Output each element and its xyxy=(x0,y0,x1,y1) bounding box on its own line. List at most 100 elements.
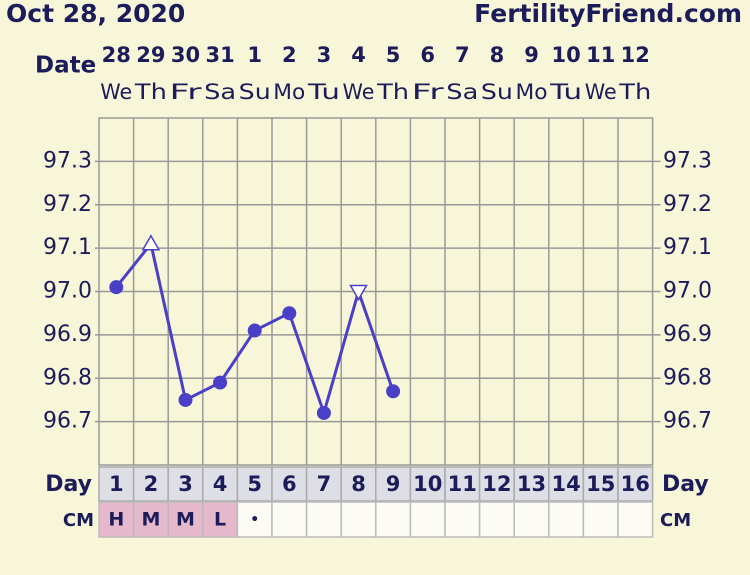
date-label: 4 xyxy=(351,43,366,67)
date-label: 31 xyxy=(205,43,234,67)
y-tick-label: 97.2 xyxy=(43,192,92,217)
cm-cell xyxy=(617,501,654,538)
y-tick-label: 96.7 xyxy=(43,409,92,434)
day-number: 15 xyxy=(586,472,615,496)
date-label: 1 xyxy=(247,43,262,67)
cm-cell xyxy=(305,501,342,538)
day-number: 10 xyxy=(413,472,442,496)
date-label: 8 xyxy=(490,43,505,67)
cm-cell xyxy=(582,501,619,538)
cm-cell xyxy=(167,501,204,538)
day-number: 16 xyxy=(621,472,650,496)
y2-tick-label: 97.0 xyxy=(663,279,712,304)
weekday-label: Sa xyxy=(446,80,478,104)
day-number: 5 xyxy=(247,472,262,496)
date-label: 2 xyxy=(282,43,297,67)
weekday-label: We xyxy=(343,80,375,104)
day-number: 2 xyxy=(144,472,159,496)
cm-value: H xyxy=(108,509,124,531)
y-tick-label: 96.9 xyxy=(43,322,92,347)
date-label: 10 xyxy=(551,43,580,67)
cm-cell xyxy=(340,501,377,538)
day-cell xyxy=(340,466,377,502)
y-tick-label: 96.8 xyxy=(43,365,92,390)
weekday-label: Tu xyxy=(307,80,340,104)
cm-value: M xyxy=(176,509,195,531)
day-row-label: Day xyxy=(45,472,92,497)
day-number: 7 xyxy=(317,472,332,496)
weekday-label: Mo xyxy=(273,80,305,104)
weekday-label: Mo xyxy=(516,80,548,104)
weekday-label: Th xyxy=(376,80,409,104)
y2-tick-label: 96.7 xyxy=(663,409,712,434)
cm-row-label: CM xyxy=(63,510,94,531)
day-number: 11 xyxy=(448,472,477,496)
day-number: 3 xyxy=(178,472,193,496)
y2-tick-label: 96.8 xyxy=(663,365,712,390)
weekday-label: Su xyxy=(481,80,513,104)
cm-cell xyxy=(375,501,412,538)
weekday-label: Su xyxy=(239,80,271,104)
site-name: FertilityFriend.com xyxy=(474,0,742,28)
cm-row-label: CM xyxy=(660,510,691,531)
weekday-label: Sa xyxy=(204,80,236,104)
day-number: 6 xyxy=(282,472,297,496)
weekday-label: Tu xyxy=(549,80,582,104)
day-cell xyxy=(305,466,342,502)
y2-tick-label: 97.1 xyxy=(663,235,712,260)
date-label: 6 xyxy=(420,43,435,67)
day-number: 12 xyxy=(482,472,511,496)
weekday-label: We xyxy=(100,80,132,104)
day-row-label: Day xyxy=(662,472,709,497)
weekday-label: We xyxy=(585,80,617,104)
weekday-label: Fr xyxy=(170,80,203,104)
date-label: Date xyxy=(35,53,96,79)
chart-title: Oct 28, 2020 xyxy=(6,0,185,28)
day-cell xyxy=(98,466,135,502)
date-label: 28 xyxy=(102,43,131,67)
day-number: 4 xyxy=(213,472,228,496)
date-label: 9 xyxy=(524,43,539,67)
day-number: 14 xyxy=(551,472,580,496)
date-label: 3 xyxy=(317,43,332,67)
marker xyxy=(213,375,228,390)
cm-cell xyxy=(409,501,446,538)
day-cell xyxy=(202,466,239,502)
day-number: 13 xyxy=(517,472,546,496)
marker xyxy=(386,384,401,399)
date-label: 12 xyxy=(621,43,650,67)
y2-tick-label: 97.3 xyxy=(663,148,712,173)
day-number: 8 xyxy=(351,472,366,496)
marker xyxy=(247,323,262,338)
y-tick-label: 97.1 xyxy=(43,235,92,260)
cm-value: M xyxy=(141,509,160,531)
day-cell xyxy=(375,466,412,502)
day-cell xyxy=(236,466,273,502)
day-cell xyxy=(582,466,619,502)
cm-value: L xyxy=(214,509,226,531)
marker xyxy=(178,392,193,407)
date-label: 30 xyxy=(171,43,200,67)
date-label: 5 xyxy=(386,43,401,67)
day-cell xyxy=(617,466,654,502)
cm-cell xyxy=(548,501,585,538)
cm-cell xyxy=(444,501,481,538)
date-label: 11 xyxy=(586,43,615,67)
marker xyxy=(109,280,124,295)
day-number: 9 xyxy=(386,472,401,496)
date-label: 29 xyxy=(136,43,165,67)
cm-cell xyxy=(271,501,308,538)
y-tick-label: 97.0 xyxy=(43,279,92,304)
weekday-label: Th xyxy=(618,80,651,104)
cm-value: • xyxy=(250,512,259,528)
marker xyxy=(316,405,331,420)
weekday-label: Fr xyxy=(412,80,445,104)
day-cell xyxy=(271,466,308,502)
cm-cell xyxy=(236,501,273,538)
cm-cell xyxy=(513,501,550,538)
day-cell xyxy=(444,466,481,502)
marker-triangle xyxy=(349,284,368,302)
day-cell xyxy=(132,466,169,502)
cm-cell xyxy=(478,501,515,538)
